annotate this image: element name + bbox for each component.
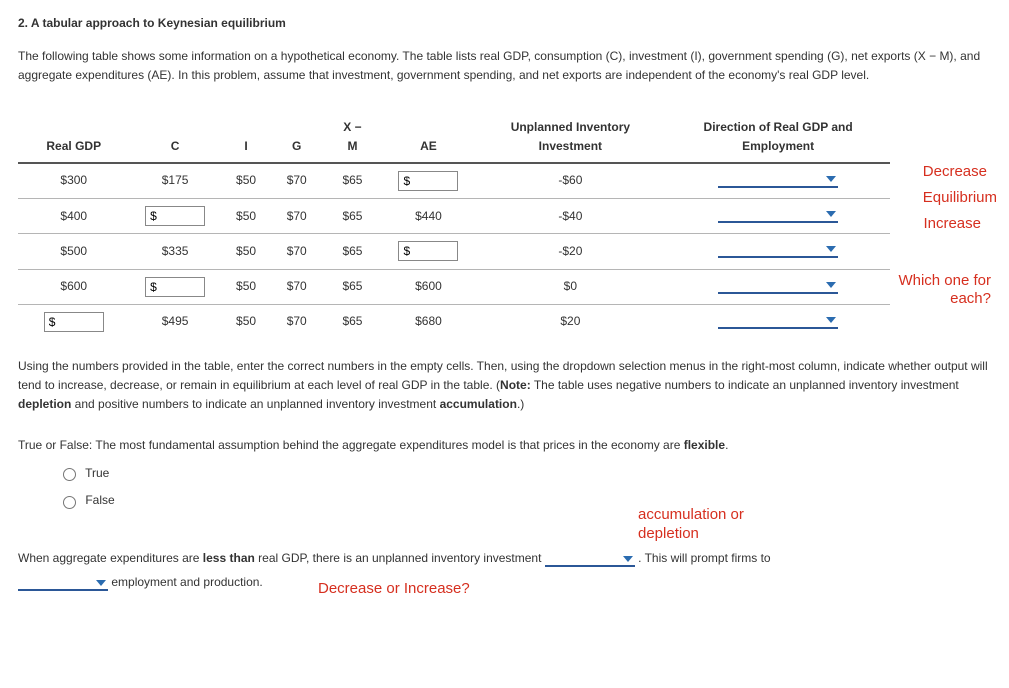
anno-equilibrium: Equilibrium bbox=[923, 186, 997, 210]
radio-true-label: True bbox=[85, 466, 109, 480]
ae-input[interactable] bbox=[398, 171, 458, 191]
xm-cell: $65 bbox=[322, 163, 383, 199]
i-cell: $50 bbox=[221, 269, 272, 304]
radio-false-label: False bbox=[85, 493, 114, 507]
direction-dropdown[interactable] bbox=[718, 274, 838, 294]
table-row: $400 $50$70$65$440-$40 bbox=[18, 199, 991, 234]
anno-decinc: Decrease or Increase? bbox=[318, 574, 470, 604]
question-title: 2. A tabular approach to Keynesian equil… bbox=[18, 14, 991, 33]
inventory-cell: -$20 bbox=[474, 234, 667, 269]
th-c: C bbox=[129, 114, 220, 163]
table-wrapper: Real GDP C I G X −M AE Unplanned Invento… bbox=[18, 114, 991, 339]
i-cell: $50 bbox=[221, 304, 272, 339]
radio-false[interactable] bbox=[63, 496, 76, 509]
intro-paragraph: The following table shows some informati… bbox=[18, 47, 991, 85]
gdp-cell: $400 bbox=[18, 199, 129, 234]
i-cell: $50 bbox=[221, 163, 272, 199]
inventory-cell: -$40 bbox=[474, 199, 667, 234]
xm-cell: $65 bbox=[322, 304, 383, 339]
c-input[interactable] bbox=[145, 277, 205, 297]
ae-cell: $440 bbox=[383, 199, 474, 234]
dropdown-firms-action[interactable] bbox=[18, 575, 108, 591]
gdp-cell: $600 bbox=[18, 269, 129, 304]
dropdown-inventory[interactable] bbox=[545, 551, 635, 567]
table-row: $500$335$50$70$65 -$20 bbox=[18, 234, 991, 269]
th-g: G bbox=[271, 114, 322, 163]
anno-accdep: accumulation or depletion bbox=[638, 506, 768, 544]
anno-decrease: Decrease bbox=[923, 160, 987, 184]
th-ae: AE bbox=[383, 114, 474, 163]
g-cell: $70 bbox=[271, 269, 322, 304]
th-inv: Unplanned InventoryInvestment bbox=[474, 114, 667, 163]
table-row: $300$175$50$70$65 -$60 bbox=[18, 163, 991, 199]
c-cell: $175 bbox=[129, 163, 220, 199]
th-i: I bbox=[221, 114, 272, 163]
th-gdp: Real GDP bbox=[18, 114, 129, 163]
fill-line: When aggregate expenditures are less tha… bbox=[18, 546, 991, 594]
g-cell: $70 bbox=[271, 304, 322, 339]
gdp-cell: $300 bbox=[18, 163, 129, 199]
direction-dropdown[interactable] bbox=[718, 309, 838, 329]
g-cell: $70 bbox=[271, 199, 322, 234]
anno-increase: Increase bbox=[923, 212, 981, 236]
inventory-cell: $0 bbox=[474, 269, 667, 304]
direction-dropdown[interactable] bbox=[718, 203, 838, 223]
i-cell: $50 bbox=[221, 199, 272, 234]
ae-cell: $600 bbox=[383, 269, 474, 304]
table-row: $495$50$70$65$680$20 bbox=[18, 304, 991, 339]
g-cell: $70 bbox=[271, 234, 322, 269]
c-cell: $495 bbox=[129, 304, 220, 339]
th-dir: Direction of Real GDP andEmployment bbox=[667, 114, 890, 163]
anno-which: Which one for each? bbox=[896, 272, 991, 310]
radio-true[interactable] bbox=[63, 468, 76, 481]
inventory-cell: -$60 bbox=[474, 163, 667, 199]
i-cell: $50 bbox=[221, 234, 272, 269]
econ-table: Real GDP C I G X −M AE Unplanned Invento… bbox=[18, 114, 991, 339]
c-cell: $335 bbox=[129, 234, 220, 269]
xm-cell: $65 bbox=[322, 199, 383, 234]
gdp-input[interactable] bbox=[44, 312, 104, 332]
direction-dropdown[interactable] bbox=[718, 238, 838, 258]
true-false-block: True or False: The most fundamental assu… bbox=[18, 436, 991, 510]
table-row: $600$50$70$65$600$0 bbox=[18, 269, 991, 304]
xm-cell: $65 bbox=[322, 234, 383, 269]
tf-question: True or False: The most fundamental assu… bbox=[18, 436, 991, 455]
instruction-paragraph: Using the numbers provided in the table,… bbox=[18, 357, 991, 415]
direction-dropdown[interactable] bbox=[718, 168, 838, 188]
c-input[interactable] bbox=[145, 206, 205, 226]
ae-input[interactable] bbox=[398, 241, 458, 261]
xm-cell: $65 bbox=[322, 269, 383, 304]
inventory-cell: $20 bbox=[474, 304, 667, 339]
gdp-cell: $500 bbox=[18, 234, 129, 269]
g-cell: $70 bbox=[271, 163, 322, 199]
th-xm: X −M bbox=[322, 114, 383, 163]
ae-cell: $680 bbox=[383, 304, 474, 339]
